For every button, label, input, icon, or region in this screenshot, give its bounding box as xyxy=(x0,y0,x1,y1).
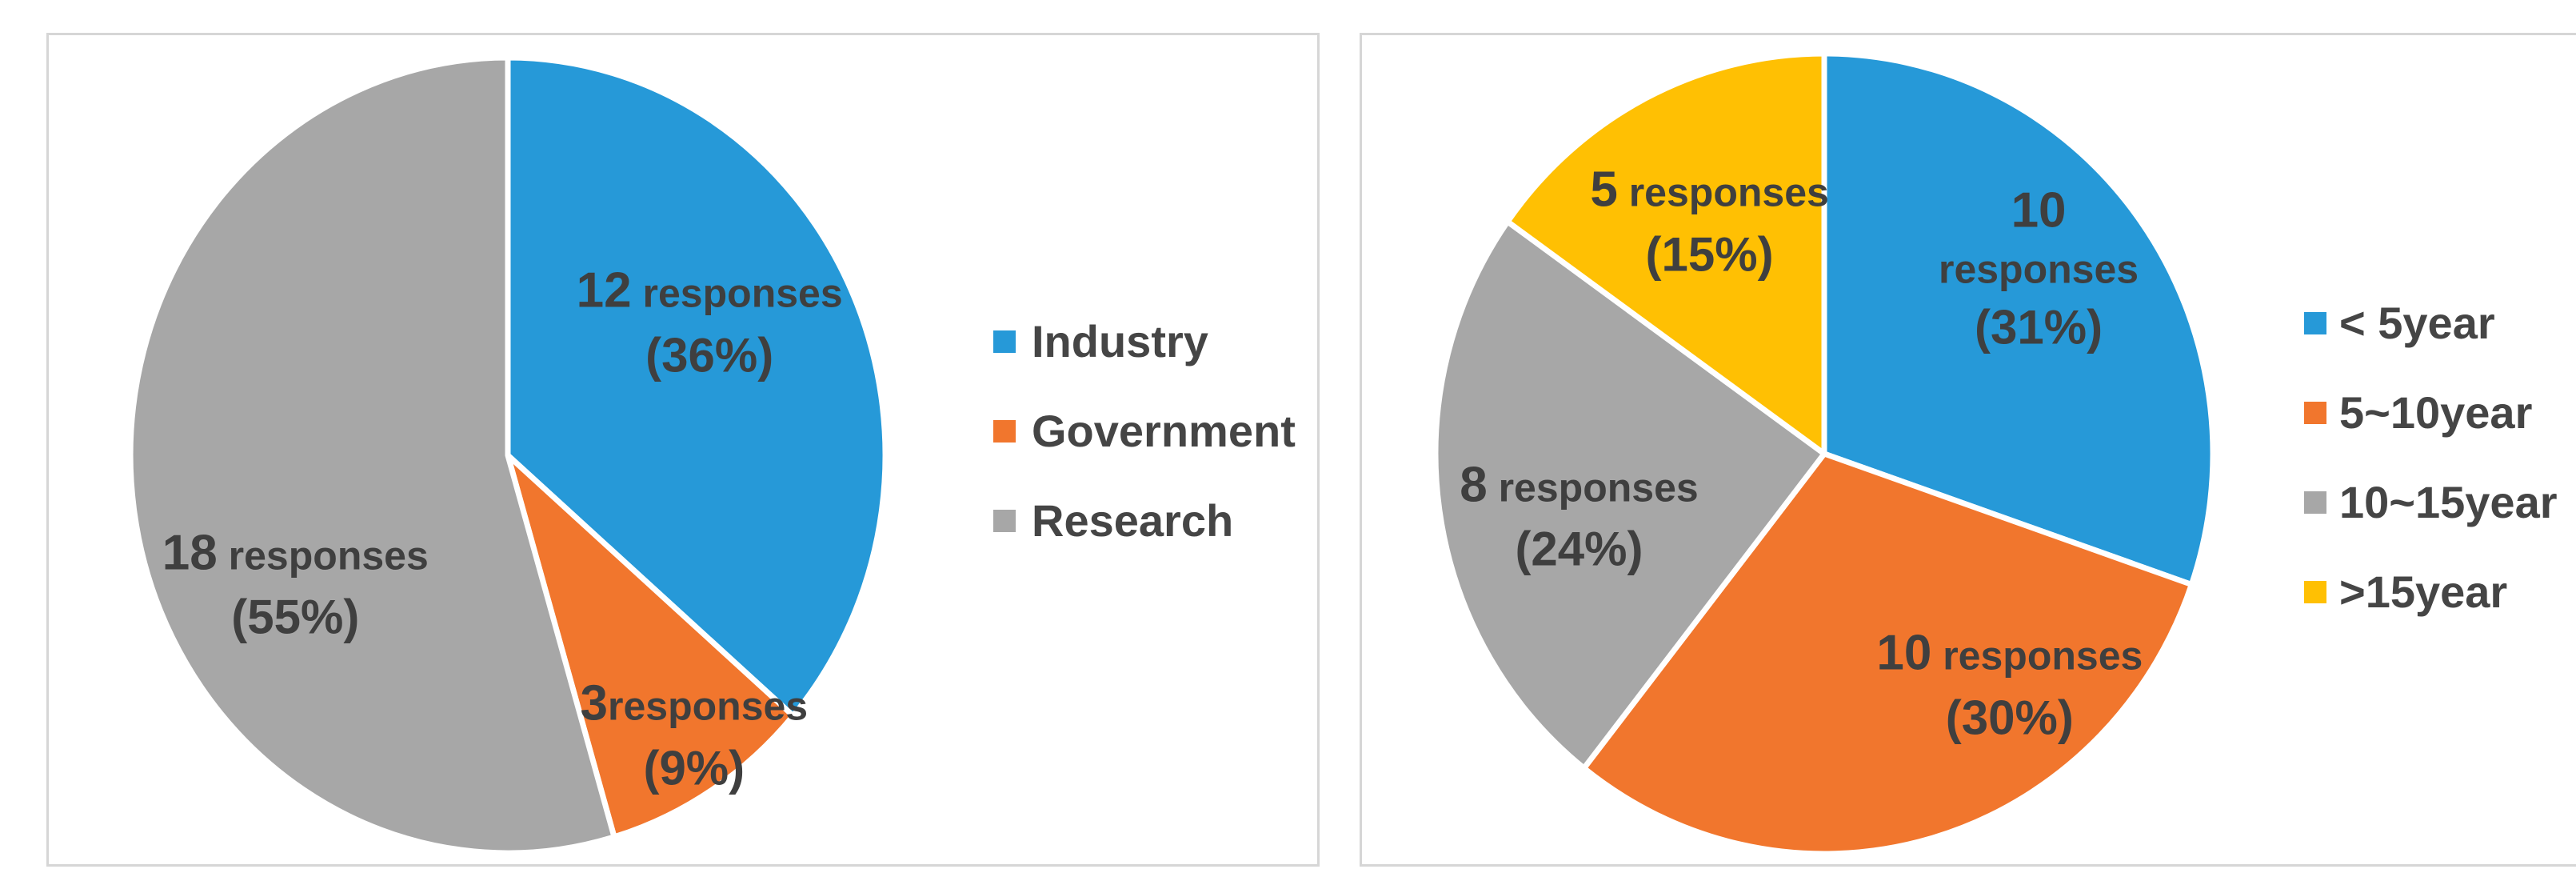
legend-item-10-15year: 10~15year xyxy=(2304,480,2558,525)
pie-slice-industry xyxy=(505,54,889,719)
legend-swatch-icon xyxy=(2304,402,2326,424)
affiliation-pie-chart xyxy=(127,54,889,856)
pie-slice-5-10year xyxy=(1581,451,2195,857)
legend-item-government: Government xyxy=(993,409,1296,454)
legend-item-5year: < 5year xyxy=(2304,301,2558,346)
legend-label: < 5year xyxy=(2339,298,2495,348)
pie-slice-5year xyxy=(1821,50,2216,587)
legend-item-5-10year: 5~10year xyxy=(2304,390,2558,435)
pie-slice-government xyxy=(505,452,797,840)
legend-swatch-icon xyxy=(2304,581,2326,603)
legend-swatch-icon xyxy=(2304,491,2326,514)
experience-pie-chart-panel: 10 responses (31%) 10 responses (30%) 8 respo… xyxy=(1360,33,2576,867)
legend-item-15year: >15year xyxy=(2304,570,2558,615)
legend-label: 10~15year xyxy=(2339,477,2558,527)
affiliation-legend: Industry Government Research xyxy=(993,319,1296,543)
pie-slice-research xyxy=(127,54,617,856)
pie-slice-10-15year xyxy=(1432,218,1827,771)
experience-legend: < 5year 5~10year 10~15year >15year xyxy=(2304,301,2558,615)
affiliation-pie-chart-panel: 12 responses (36%) 3responses (9%) 18 respon… xyxy=(46,33,1320,867)
legend-swatch-icon xyxy=(2304,312,2326,334)
legend-swatch-icon xyxy=(993,510,1016,532)
legend-label: 5~10year xyxy=(2339,387,2533,438)
legend-label: >15year xyxy=(2339,567,2508,617)
legend-label: Research xyxy=(1032,495,1234,546)
legend-item-research: Research xyxy=(993,499,1296,543)
legend-item-industry: Industry xyxy=(993,319,1296,364)
pie-slice-15year xyxy=(1504,50,1827,457)
experience-pie-chart xyxy=(1432,50,2216,857)
legend-label: Government xyxy=(1032,406,1296,456)
legend-swatch-icon xyxy=(993,420,1016,443)
legend-label: Industry xyxy=(1032,316,1208,366)
legend-swatch-icon xyxy=(993,330,1016,353)
